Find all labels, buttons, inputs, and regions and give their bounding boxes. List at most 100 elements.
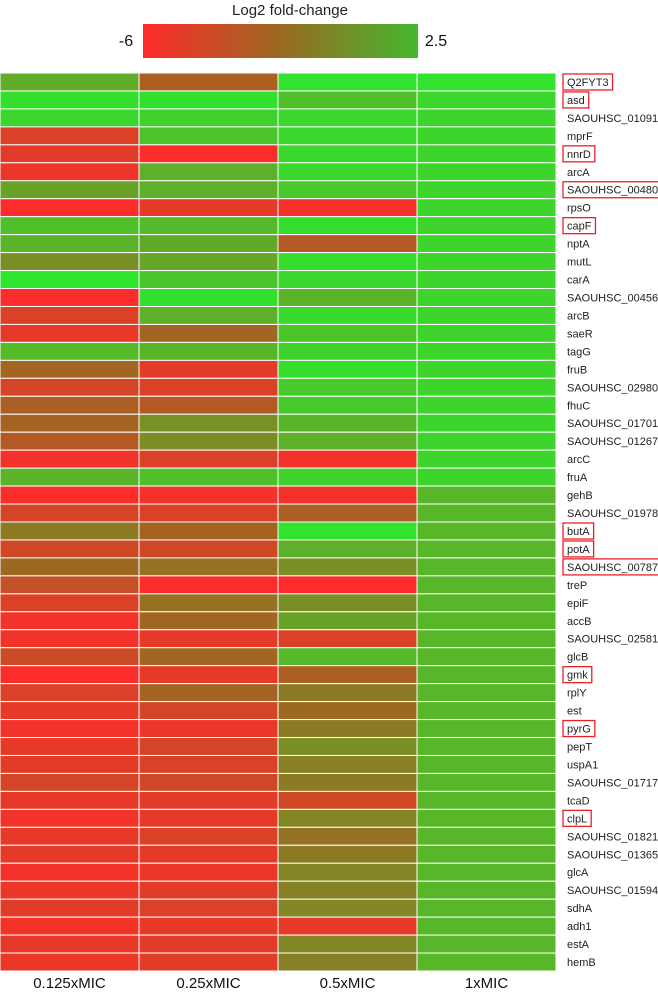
heatmap-cell bbox=[138, 180, 279, 200]
heatmap-cell bbox=[416, 234, 557, 254]
heatmap-cell bbox=[138, 485, 279, 505]
heatmap-cell bbox=[416, 270, 557, 290]
heatmap-cell bbox=[0, 790, 140, 810]
heatmap-cell bbox=[0, 737, 140, 756]
heatmap-cell bbox=[277, 826, 418, 846]
heatmap-cell bbox=[138, 934, 279, 954]
heatmap-cell bbox=[138, 647, 279, 667]
heatmap-cell bbox=[138, 611, 279, 631]
row-label: SAOUHSC_00456 bbox=[567, 293, 658, 305]
heatmap-cell bbox=[277, 377, 418, 397]
heatmap-cell bbox=[277, 216, 418, 236]
row-label: SAOUHSC_01821 bbox=[567, 831, 658, 843]
heatmap-cell bbox=[0, 108, 140, 128]
heatmap-cell bbox=[416, 934, 557, 954]
heatmap-cell bbox=[138, 862, 279, 882]
heatmap-cell bbox=[277, 341, 418, 361]
heatmap-cell bbox=[416, 826, 557, 846]
heatmap-cell bbox=[416, 880, 557, 900]
heatmap-cell bbox=[138, 898, 279, 918]
heatmap-cell bbox=[0, 198, 140, 218]
row-label: uspA1 bbox=[567, 759, 598, 771]
heatmap-cell bbox=[277, 305, 418, 325]
heatmap-cell bbox=[0, 844, 140, 864]
row-highlight-box bbox=[562, 540, 595, 558]
heatmap-cell bbox=[138, 341, 279, 361]
heatmap-cell bbox=[277, 647, 418, 667]
heatmap-cell bbox=[277, 467, 418, 487]
heatmap-cell bbox=[277, 431, 418, 451]
heatmap-cell bbox=[277, 413, 418, 433]
heatmap-cell bbox=[138, 737, 279, 756]
heatmap-cell bbox=[416, 701, 557, 721]
heatmap-cell bbox=[416, 952, 557, 972]
heatmap-cell bbox=[0, 880, 140, 900]
colorbar-max-label: 2.5 bbox=[425, 33, 447, 50]
row-label: SAOUHSC_02581 bbox=[567, 634, 658, 646]
row-label: rplY bbox=[567, 688, 587, 700]
heatmap-cell bbox=[416, 72, 557, 92]
heatmap-cell bbox=[277, 557, 418, 577]
heatmap-cell bbox=[138, 449, 279, 469]
heatmap-cell bbox=[277, 198, 418, 218]
row-label: saeR bbox=[567, 328, 593, 340]
heatmap-cell bbox=[0, 539, 140, 559]
row-label: mprF bbox=[567, 131, 593, 143]
row-label: fruB bbox=[567, 364, 587, 376]
heatmap-cell bbox=[277, 270, 418, 290]
heatmap-cell bbox=[416, 108, 557, 128]
heatmap-cell bbox=[277, 701, 418, 721]
heatmap-cell bbox=[416, 341, 557, 361]
heatmap-cell bbox=[0, 719, 140, 739]
heatmap-cell bbox=[416, 629, 557, 649]
heatmap-cell bbox=[416, 288, 557, 307]
heatmap-cell bbox=[138, 198, 279, 218]
heatmap-cell bbox=[416, 683, 557, 703]
heatmap-cells bbox=[0, 72, 557, 972]
heatmap-cell bbox=[277, 593, 418, 613]
heatmap-cell bbox=[277, 844, 418, 864]
row-label: sdhA bbox=[567, 903, 593, 915]
heatmap-cell bbox=[277, 952, 418, 972]
heatmap-cell bbox=[416, 647, 557, 667]
heatmap-cell bbox=[416, 898, 557, 918]
heatmap-cell bbox=[277, 521, 418, 541]
heatmap-cell bbox=[138, 790, 279, 810]
heatmap-cell bbox=[416, 665, 557, 685]
row-label: gehB bbox=[567, 490, 593, 502]
row-highlight-box bbox=[562, 217, 597, 235]
heatmap-cell bbox=[0, 647, 140, 667]
heatmap-cell bbox=[138, 305, 279, 325]
row-highlight-box bbox=[562, 809, 592, 827]
heatmap-cell bbox=[138, 162, 279, 182]
heatmap-cell bbox=[277, 719, 418, 739]
heatmap-cell bbox=[416, 180, 557, 200]
row-label: arcA bbox=[567, 167, 590, 179]
heatmap-cell bbox=[416, 431, 557, 451]
heatmap-cell bbox=[416, 754, 557, 774]
heatmap-cell bbox=[277, 234, 418, 254]
heatmap-cell bbox=[138, 126, 279, 146]
heatmap-cell bbox=[138, 377, 279, 397]
heatmap-cell bbox=[277, 449, 418, 469]
heatmap-cell bbox=[138, 252, 279, 272]
heatmap-cell bbox=[138, 880, 279, 900]
heatmap-cell bbox=[0, 952, 140, 972]
heatmap-cell bbox=[277, 772, 418, 792]
heatmap-cell bbox=[0, 467, 140, 487]
row-label: rpsO bbox=[567, 203, 591, 215]
row-label: clpL bbox=[567, 813, 587, 825]
heatmap-cell bbox=[138, 539, 279, 559]
heatmap-cell bbox=[277, 252, 418, 272]
heatmap-cell bbox=[0, 359, 140, 379]
heatmap-cell bbox=[138, 593, 279, 613]
row-label: butA bbox=[567, 526, 590, 538]
heatmap-cell bbox=[138, 629, 279, 649]
heatmap-cell bbox=[277, 144, 418, 164]
heatmap-cell bbox=[416, 719, 557, 739]
heatmap-cell bbox=[277, 754, 418, 774]
heatmap-cell bbox=[138, 557, 279, 577]
heatmap-cell bbox=[138, 395, 279, 415]
row-highlight-box bbox=[562, 522, 595, 540]
